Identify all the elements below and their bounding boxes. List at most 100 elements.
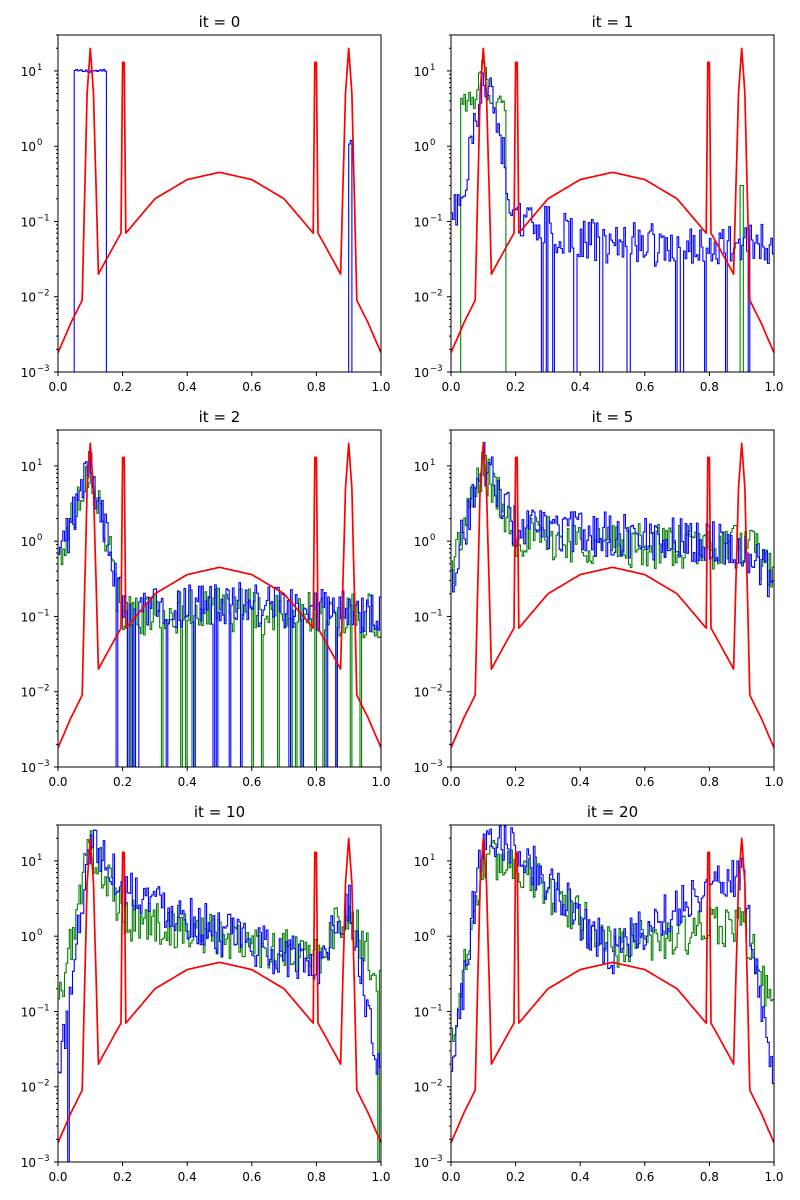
y-tick-exponent: 0 — [37, 533, 42, 543]
x-tick-label: 0.6 — [242, 1170, 261, 1184]
x-tick-label: 0.6 — [635, 775, 654, 789]
y-tick-label: 10 — [21, 1081, 36, 1095]
y-tick-label: 10 — [21, 535, 36, 549]
y-tick-exponent: 1 — [37, 458, 42, 468]
plot-area — [58, 47, 381, 372]
axes-frame — [57, 429, 382, 768]
x-tick-label: 0.6 — [242, 380, 261, 394]
y-tick-label: 10 — [414, 1081, 429, 1095]
x-tick-label: 0.0 — [48, 1170, 67, 1184]
axes-frame — [57, 824, 382, 1163]
y-tick-label: 10 — [21, 930, 36, 944]
y-tick-label: 10 — [21, 761, 36, 775]
axes-frame — [57, 34, 382, 373]
y-tick-label: 10 — [414, 930, 429, 944]
plot-area — [58, 442, 381, 767]
subplot-title: it = 10 — [194, 803, 245, 821]
axes-frame — [450, 824, 775, 1163]
hist-series-blue — [451, 825, 774, 1085]
x-tick-label: 0.2 — [113, 775, 132, 789]
x-tick-label: 0.4 — [178, 380, 197, 394]
y-tick-exponent: −2 — [430, 1079, 443, 1089]
y-tick-label: 10 — [414, 65, 429, 79]
x-tick-label: 0.4 — [571, 380, 590, 394]
y-tick-label: 10 — [414, 1156, 429, 1170]
hist-series-green — [58, 830, 381, 1162]
x-tick-label: 0.2 — [113, 1170, 132, 1184]
y-tick-label: 10 — [414, 855, 429, 869]
x-tick-label: 0.6 — [635, 1170, 654, 1184]
x-tick-label: 0.2 — [506, 380, 525, 394]
y-tick-label: 10 — [414, 366, 429, 380]
plot-area — [58, 829, 381, 1162]
y-tick-label: 10 — [21, 215, 36, 229]
x-tick-label: 0.0 — [441, 775, 460, 789]
y-tick-exponent: −1 — [37, 608, 50, 618]
y-tick-label: 10 — [414, 761, 429, 775]
hist-series-blue — [58, 451, 381, 767]
y-tick-exponent: 0 — [430, 533, 435, 543]
plot-area — [451, 825, 774, 1144]
x-tick-label: 0.0 — [48, 380, 67, 394]
hist-series-green — [451, 839, 774, 1043]
y-tick-exponent: 0 — [430, 928, 435, 938]
hist-series-blue — [451, 441, 774, 598]
x-tick-label: 1.0 — [371, 380, 390, 394]
y-tick-exponent: 0 — [37, 138, 42, 148]
y-tick-exponent: 0 — [37, 928, 42, 938]
y-tick-exponent: 1 — [430, 63, 435, 73]
y-tick-exponent: −3 — [37, 364, 50, 374]
x-tick-label: 0.0 — [48, 775, 67, 789]
y-tick-exponent: −3 — [430, 364, 443, 374]
x-tick-label: 0.4 — [178, 775, 197, 789]
y-tick-label: 10 — [414, 215, 429, 229]
y-tick-label: 10 — [21, 686, 36, 700]
y-tick-exponent: 1 — [37, 63, 42, 73]
x-tick-label: 0.8 — [307, 380, 326, 394]
x-tick-label: 0.4 — [571, 775, 590, 789]
y-tick-exponent: −2 — [37, 289, 50, 299]
y-tick-exponent: 1 — [430, 458, 435, 468]
target-curve — [58, 47, 381, 354]
y-tick-exponent: −2 — [430, 289, 443, 299]
subplot-title: it = 5 — [592, 408, 634, 426]
y-tick-label: 10 — [21, 460, 36, 474]
hist-series-green — [58, 451, 381, 767]
y-tick-exponent: 1 — [430, 853, 435, 863]
y-tick-exponent: −3 — [430, 1154, 443, 1164]
x-tick-label: 1.0 — [371, 1170, 390, 1184]
y-tick-exponent: 0 — [430, 138, 435, 148]
hist-series-green — [460, 60, 744, 372]
x-tick-label: 0.6 — [242, 775, 261, 789]
x-tick-label: 1.0 — [764, 380, 783, 394]
y-tick-label: 10 — [21, 610, 36, 624]
target-curve — [451, 47, 774, 354]
y-tick-label: 10 — [21, 1156, 36, 1170]
x-tick-label: 0.2 — [506, 1170, 525, 1184]
hist-series-green — [451, 451, 774, 588]
y-tick-label: 10 — [414, 686, 429, 700]
y-tick-label: 10 — [21, 65, 36, 79]
x-tick-label: 1.0 — [371, 775, 390, 789]
x-tick-label: 0.8 — [700, 1170, 719, 1184]
hist-series-blue — [451, 72, 774, 372]
y-tick-label: 10 — [414, 140, 429, 154]
y-tick-exponent: −3 — [37, 1154, 50, 1164]
subplot-title: it = 1 — [592, 13, 634, 31]
x-tick-label: 0.8 — [307, 775, 326, 789]
x-tick-label: 0.4 — [571, 1170, 590, 1184]
y-tick-label: 10 — [21, 291, 36, 305]
target-curve — [451, 442, 774, 749]
hist-series-blue — [73, 68, 107, 372]
plot-area — [451, 47, 774, 372]
y-tick-label: 10 — [414, 291, 429, 305]
y-tick-exponent: −3 — [430, 759, 443, 769]
x-tick-label: 0.2 — [113, 380, 132, 394]
x-tick-label: 0.8 — [700, 380, 719, 394]
y-tick-label: 10 — [21, 140, 36, 154]
